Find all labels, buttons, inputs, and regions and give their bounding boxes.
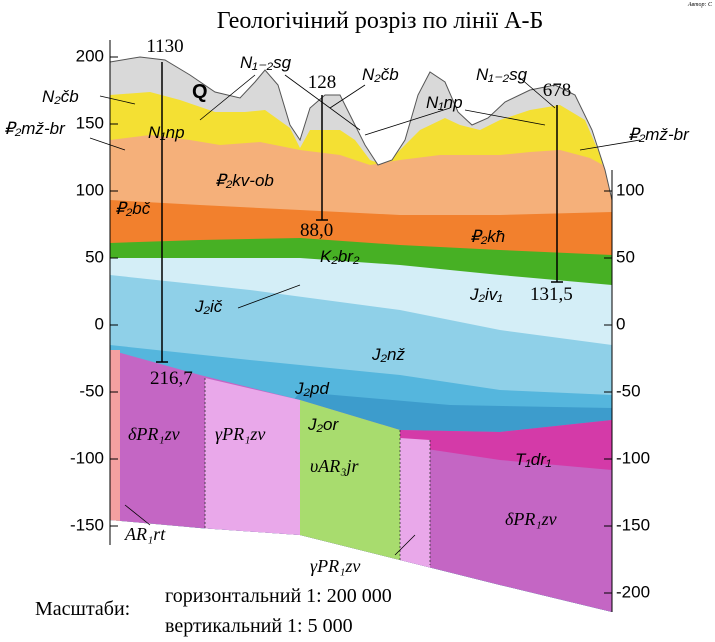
tick-label: -50 bbox=[616, 381, 641, 400]
layer-label: N₂čb bbox=[362, 65, 399, 84]
well-name: 678 bbox=[543, 80, 572, 101]
layer-label: J₂ič bbox=[194, 297, 223, 316]
tick-label: -150 bbox=[616, 515, 650, 534]
tick-label: 50 bbox=[616, 247, 635, 266]
layer-label: γPR₁zv bbox=[310, 556, 360, 576]
leader-lines bbox=[89, 74, 641, 556]
layer-t1 bbox=[400, 420, 612, 470]
layer-label: ₽₂kv-ob bbox=[215, 171, 274, 190]
layer-label: ₽₂kħ bbox=[470, 227, 505, 246]
author: Автор: С bbox=[687, 2, 713, 8]
scale-vertical: вертикальний 1: 5 000 bbox=[165, 615, 353, 637]
tick-label: 0 bbox=[95, 314, 104, 333]
layer-label: ₽₂mž-br bbox=[628, 125, 690, 144]
layer-label: δPR₁zv bbox=[128, 424, 180, 444]
layer-label: ₽₂bč bbox=[115, 199, 151, 218]
well-labels: 1130 216,7 128 88,0 678 131,5 bbox=[146, 36, 572, 389]
layer-label: N₁₋₂sg bbox=[240, 53, 292, 72]
title: Геологічіний розріз по лінії А-Б bbox=[217, 8, 544, 34]
surface bbox=[109, 56, 613, 201]
tick-label: 0 bbox=[616, 314, 625, 333]
scale: Масштаби: горизонтальний 1: 200 000 верт… bbox=[35, 585, 392, 637]
well-depth: 88,0 bbox=[300, 220, 333, 241]
layer-label: N₁₋₂sg bbox=[476, 65, 528, 84]
well-name: 128 bbox=[308, 72, 337, 93]
tick-label: 50 bbox=[85, 247, 104, 266]
axes: 200 150 100 50 0 -50 -100 -150 100 50 0 -50 -100 -150… bbox=[70, 40, 650, 612]
wells bbox=[156, 62, 563, 363]
layer-label: AR₁rt bbox=[124, 524, 166, 544]
tick-label: -150 bbox=[70, 515, 104, 534]
layer-label: N₁np bbox=[426, 93, 463, 112]
layer-label: K₂br₂ bbox=[320, 247, 360, 266]
labels: N₂čb Q N₁₋₂sg N₂čb N₁np N₁₋₂sg N₁np ₽₂mž… bbox=[4, 53, 690, 576]
layer-label: N₂čb bbox=[42, 87, 79, 106]
block-gamma2 bbox=[400, 438, 430, 612]
tick-label: 200 bbox=[76, 46, 104, 65]
tick-label: -200 bbox=[616, 582, 650, 601]
tick-label: 150 bbox=[76, 113, 104, 132]
layer-label: υAR₃jr bbox=[310, 456, 360, 476]
layer-label: γPR₁zv bbox=[215, 424, 265, 444]
layer-label: J₂iv₁ bbox=[469, 285, 503, 304]
well-name: 1130 bbox=[146, 36, 183, 57]
layer-label: ₽₂mž-br bbox=[4, 119, 66, 138]
layer-label: T₁dr₁ bbox=[515, 450, 551, 469]
layer-label: J₂pd bbox=[294, 379, 329, 398]
layer-label: N₁np bbox=[148, 123, 185, 142]
layer-label: J₂or bbox=[307, 415, 339, 434]
scale-horizontal: горизонтальний 1: 200 000 bbox=[165, 585, 392, 607]
well-depth: 131,5 bbox=[530, 284, 573, 305]
block-ar bbox=[110, 350, 120, 612]
tick-label: -50 bbox=[79, 381, 104, 400]
tick-label: -100 bbox=[616, 448, 650, 467]
tick-label: -100 bbox=[70, 448, 104, 467]
layer-label: δPR₁zv bbox=[505, 509, 557, 529]
well-depth: 216,7 bbox=[150, 368, 193, 389]
scale-caption: Масштаби: bbox=[35, 598, 130, 620]
layer-label: J₂nž bbox=[371, 345, 405, 364]
tick-label: 100 bbox=[76, 180, 104, 199]
tick-label: 100 bbox=[616, 180, 644, 199]
layer-label: Q bbox=[192, 81, 208, 103]
